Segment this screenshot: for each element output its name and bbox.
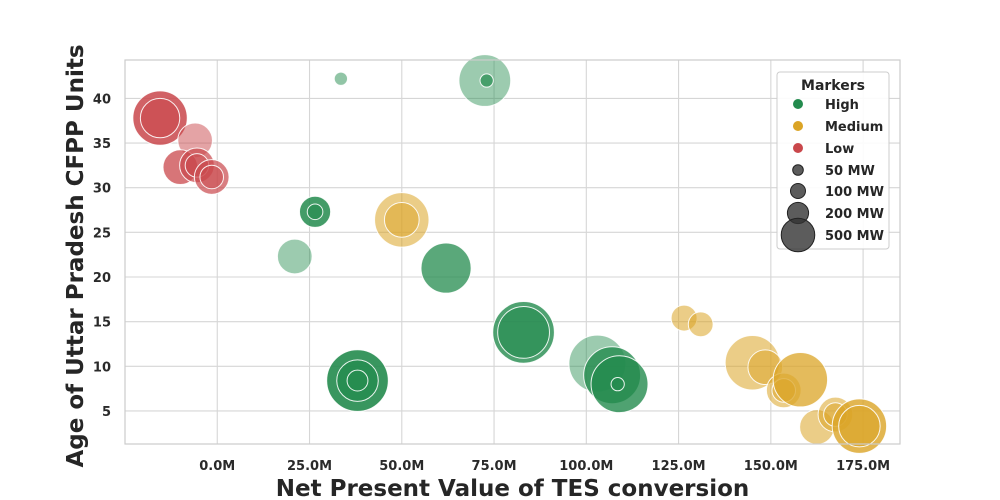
scatter-point-low (139, 97, 181, 139)
legend-size-marker (790, 183, 806, 199)
x-tick-label: 75.0M (472, 459, 517, 474)
scatter-point-high (333, 71, 349, 86)
legend-label: Low (825, 142, 854, 157)
scatter-point-medium (687, 311, 714, 338)
legend-marker-medium (793, 121, 803, 131)
legend-size-label: 200 MW (825, 207, 884, 222)
scatter-point-high (306, 203, 324, 221)
legend-marker-low (793, 143, 803, 153)
tick-labels: 0.0M 25.0M 50.0M 75.0M 100.0M 125.0M 150.0M 175… (93, 92, 890, 474)
scatter-point-high (420, 242, 472, 294)
scatter-point-high (497, 305, 550, 359)
y-tick-label: 20 (93, 271, 111, 286)
scatter-point-low (199, 164, 225, 190)
y-tick-label: 15 (93, 316, 111, 331)
scatter-point-high (276, 238, 313, 275)
y-tick-label: 40 (93, 92, 111, 107)
y-tick-label: 35 (93, 137, 111, 152)
x-tick-label: 125.0M (652, 459, 706, 474)
y-axis-label: Age of Uttar Pradesh CFPP Units (63, 44, 89, 467)
x-tick-label: 25.0M (287, 459, 332, 474)
scatter-point-high (479, 73, 494, 88)
legend-marker-high (793, 99, 803, 109)
legend-label: Medium (825, 120, 883, 135)
legend-size-marker (780, 217, 816, 253)
scatter-point-medium (772, 351, 829, 408)
y-tick-label: 5 (102, 405, 111, 420)
scatter-point-medium (383, 201, 420, 238)
x-tick-label: 0.0M (199, 459, 235, 474)
legend-size-label: 100 MW (825, 185, 884, 200)
scatter-point-medium (838, 404, 881, 448)
y-tick-label: 30 (93, 182, 111, 197)
data-points (132, 54, 888, 454)
legend-title: Markers (801, 78, 865, 94)
scatter-point-high (610, 377, 625, 392)
x-tick-label: 175.0M (836, 459, 890, 474)
legend-label: High (825, 98, 859, 113)
plot-frame (124, 59, 901, 445)
legend-size-label: 500 MW (825, 229, 884, 244)
x-tick-label: 100.0M (559, 459, 613, 474)
x-tick-label: 150.0M (744, 459, 798, 474)
legend-size-marker (792, 164, 804, 176)
scatter-point-high (346, 369, 369, 392)
y-tick-label: 10 (93, 360, 111, 375)
y-tick-label: 25 (93, 226, 111, 241)
x-axis-label: Net Present Value of TES conversion (276, 476, 750, 500)
x-tick-label: 50.0M (379, 459, 424, 474)
legend: Markers High Medium Low 50 MW 100 MW 200 MW 50… (776, 71, 890, 253)
legend-size-label: 50 MW (825, 164, 875, 179)
